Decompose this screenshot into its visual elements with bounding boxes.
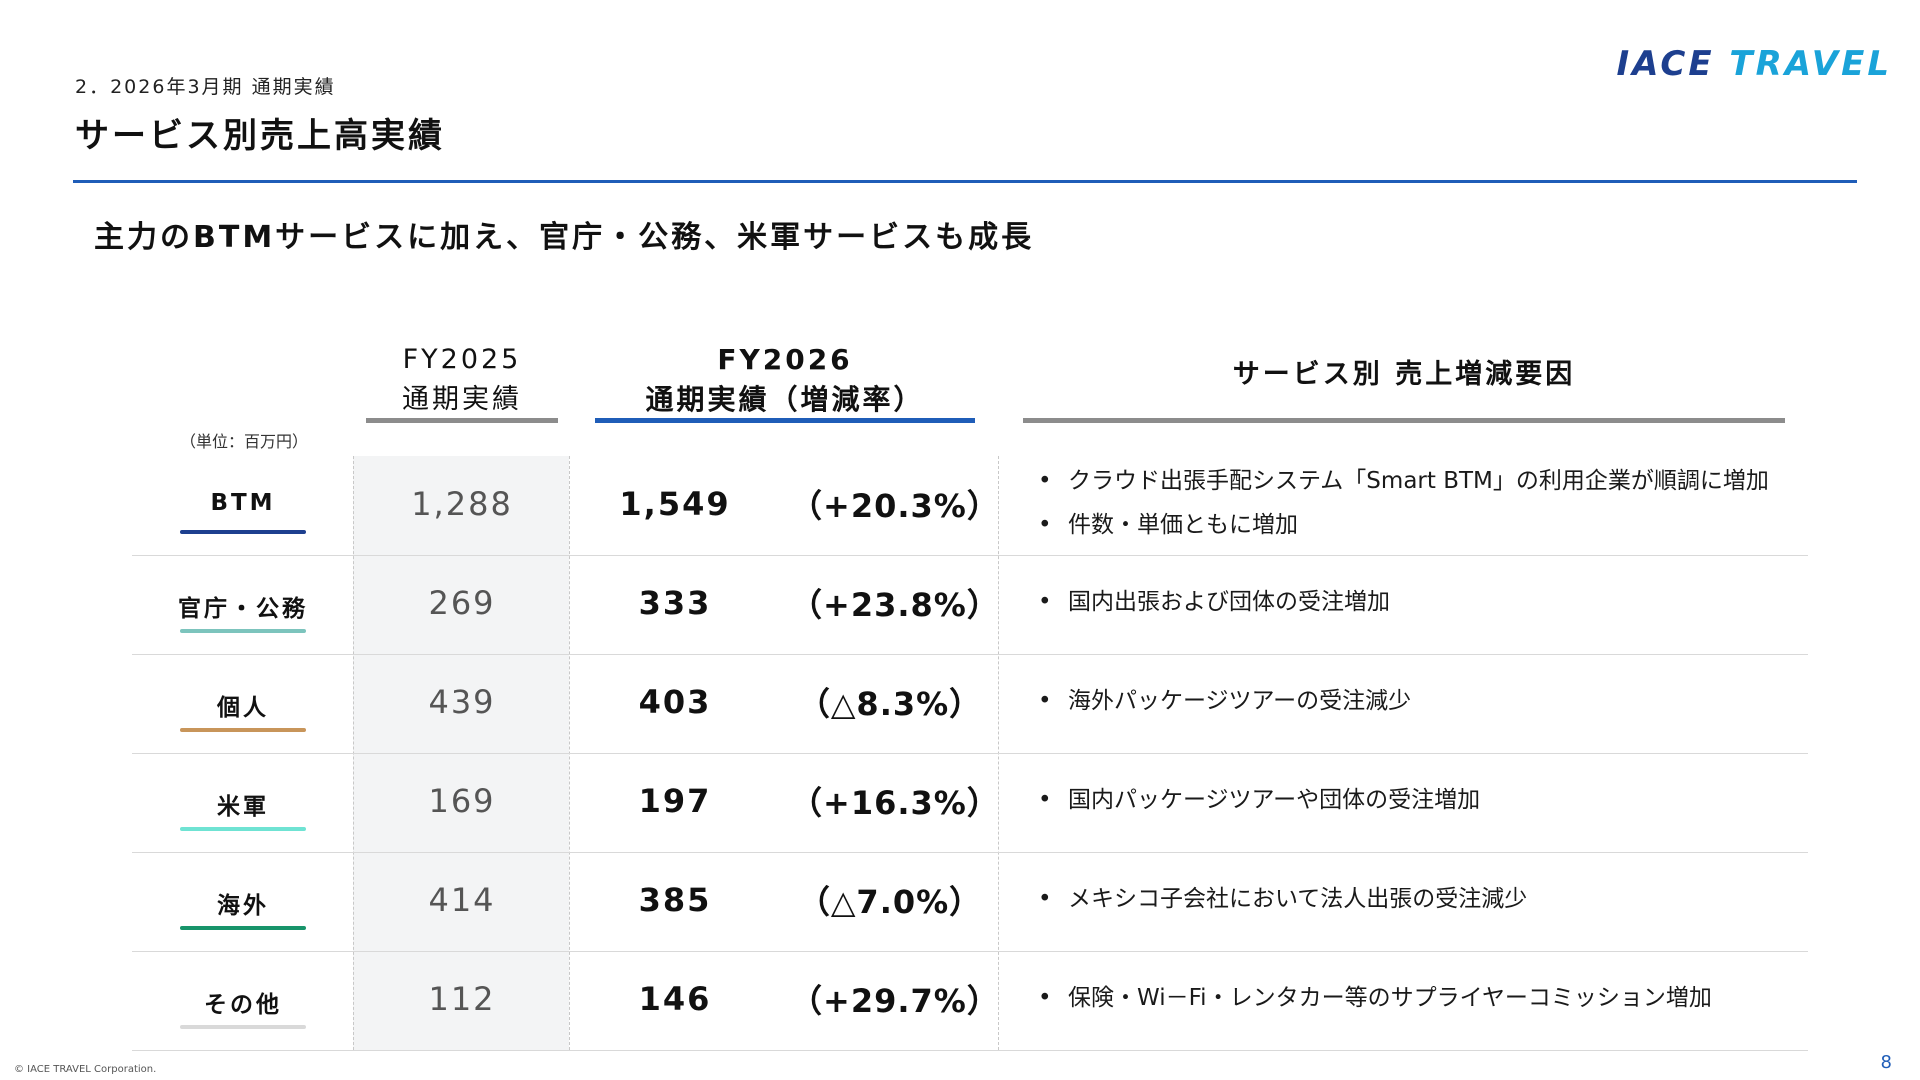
column-header-fy2025-underline <box>366 418 558 423</box>
bullet-icon: • <box>1038 468 1052 494</box>
category-color-bar <box>180 728 306 732</box>
fy2026-value: 197 <box>638 782 712 820</box>
column-header-fy2026-underline <box>595 418 975 423</box>
sales-factor-text: 国内出張および団体の受注増加 <box>1068 589 1390 615</box>
column-header-fy2026-sub: 通期実績（増減率） <box>645 383 925 416</box>
column-header-fy2025-year: FY2025 <box>402 344 522 375</box>
fy2026-value: 333 <box>638 584 712 622</box>
sales-factor-text: メキシコ子会社において法人出張の受注減少 <box>1068 886 1528 912</box>
column-header-factors: サービス別 売上増減要因 <box>1232 359 1576 390</box>
page-number: 8 <box>1880 1052 1892 1073</box>
sales-factor-text: 件数・単価ともに増加 <box>1068 512 1298 538</box>
bullet-icon: • <box>1038 886 1052 912</box>
row-divider <box>132 654 1808 655</box>
category-label: 個人 <box>217 695 269 721</box>
sales-factor-text: 国内パッケージツアーや団体の受注増加 <box>1068 787 1481 813</box>
growth-rate: （+23.8%） <box>790 586 1000 624</box>
category-label: 海外 <box>217 893 269 919</box>
sales-factor-item: • 国内パッケージツアーや団体の受注増加 <box>1038 778 1808 822</box>
category-label: その他 <box>204 992 282 1018</box>
section-label: 2．2026年3月期 通期実績 <box>75 76 336 98</box>
category-label: 官庁・公務 <box>178 596 308 622</box>
sales-factor-text: 海外パッケージツアーの受注減少 <box>1068 688 1412 714</box>
bullet-icon: • <box>1038 589 1052 615</box>
category-label: BTM <box>210 490 276 516</box>
fy2026-value: 146 <box>638 980 712 1018</box>
row-divider <box>132 1050 1808 1051</box>
fy2025-value: 169 <box>428 782 496 820</box>
growth-rate: （+20.3%） <box>790 487 1000 525</box>
category-color-bar <box>180 827 306 831</box>
row-divider <box>132 852 1808 853</box>
title-divider <box>73 180 1857 183</box>
fy2025-value: 414 <box>428 881 496 919</box>
column-header-fy2026: FY2026 通期実績（増減率） <box>595 340 975 420</box>
column-header-fy2026-year: FY2026 <box>717 343 853 376</box>
sales-factor-item: • メキシコ子会社において法人出張の受注減少 <box>1038 877 1808 921</box>
sales-factor-text: クラウド出張手配システム「Smart BTM」の利用企業が順調に増加 <box>1068 468 1769 494</box>
bullet-icon: • <box>1038 787 1052 813</box>
category-color-bar <box>180 1025 306 1029</box>
row-divider <box>132 753 1808 754</box>
sales-factor-list: • 国内パッケージツアーや団体の受注増加 <box>1038 778 1808 822</box>
fy2025-value: 269 <box>428 584 496 622</box>
sales-factor-list: • 保険・Wi－Fi・レンタカー等のサプライヤーコミッション増加 <box>1038 976 1808 1020</box>
sales-factor-item: • 件数・単価ともに増加 <box>1038 503 1808 547</box>
logo-text-iace: IACE <box>1616 44 1715 84</box>
column-header-fy2025: FY2025 通期実績 <box>366 340 558 420</box>
bullet-icon: • <box>1038 985 1052 1011</box>
fy2025-value: 439 <box>428 683 496 721</box>
growth-rate: （△7.0%） <box>797 883 983 921</box>
page-title: サービス別売上高実績 <box>75 116 445 156</box>
bullet-icon: • <box>1038 512 1052 538</box>
logo-text-travel: TRAVEL <box>1729 44 1892 84</box>
fy2026-value: 1,549 <box>619 485 731 523</box>
growth-rate: （△8.3%） <box>797 685 983 723</box>
category-color-bar <box>180 629 306 633</box>
category-label: 米軍 <box>217 794 269 820</box>
sales-factor-text: 保険・Wi－Fi・レンタカー等のサプライヤーコミッション増加 <box>1068 985 1712 1011</box>
category-color-bar <box>180 530 306 534</box>
unit-label: （単位：百万円） <box>180 432 309 451</box>
fy2025-value: 112 <box>428 980 496 1018</box>
row-divider <box>132 951 1808 952</box>
sales-factor-item: • 国内出張および団体の受注増加 <box>1038 580 1808 624</box>
sales-factor-list: • メキシコ子会社において法人出張の受注減少 <box>1038 877 1808 921</box>
category-color-bar <box>180 926 306 930</box>
copyright-notice: © IACE TRAVEL Corporation. <box>14 1064 157 1075</box>
sales-factor-list: • 国内出張および団体の受注増加 <box>1038 580 1808 624</box>
column-header-factors-underline <box>1023 418 1785 423</box>
sales-factor-item: • 海外パッケージツアーの受注減少 <box>1038 679 1808 723</box>
growth-rate: （+16.3%） <box>790 784 1000 822</box>
fy2026-value: 385 <box>638 881 712 919</box>
fy2025-value: 1,288 <box>411 485 513 523</box>
row-divider <box>132 555 1808 556</box>
slide-subtitle: 主力のBTMサービスに加え、官庁・公務、米軍サービスも成長 <box>94 220 1035 255</box>
bullet-icon: • <box>1038 688 1052 714</box>
sales-factor-list: • クラウド出張手配システム「Smart BTM」の利用企業が順調に増加 • 件数・単… <box>1038 459 1808 547</box>
sales-factor-item: • 保険・Wi－Fi・レンタカー等のサプライヤーコミッション増加 <box>1038 976 1808 1020</box>
fy2026-value: 403 <box>638 683 712 721</box>
company-logo: IACE TRAVEL <box>1616 44 1892 84</box>
sales-factor-item: • クラウド出張手配システム「Smart BTM」の利用企業が順調に増加 <box>1038 459 1808 503</box>
sales-factor-list: • 海外パッケージツアーの受注減少 <box>1038 679 1808 723</box>
growth-rate: （+29.7%） <box>790 982 1000 1020</box>
column-header-fy2025-sub: 通期実績 <box>402 384 522 415</box>
